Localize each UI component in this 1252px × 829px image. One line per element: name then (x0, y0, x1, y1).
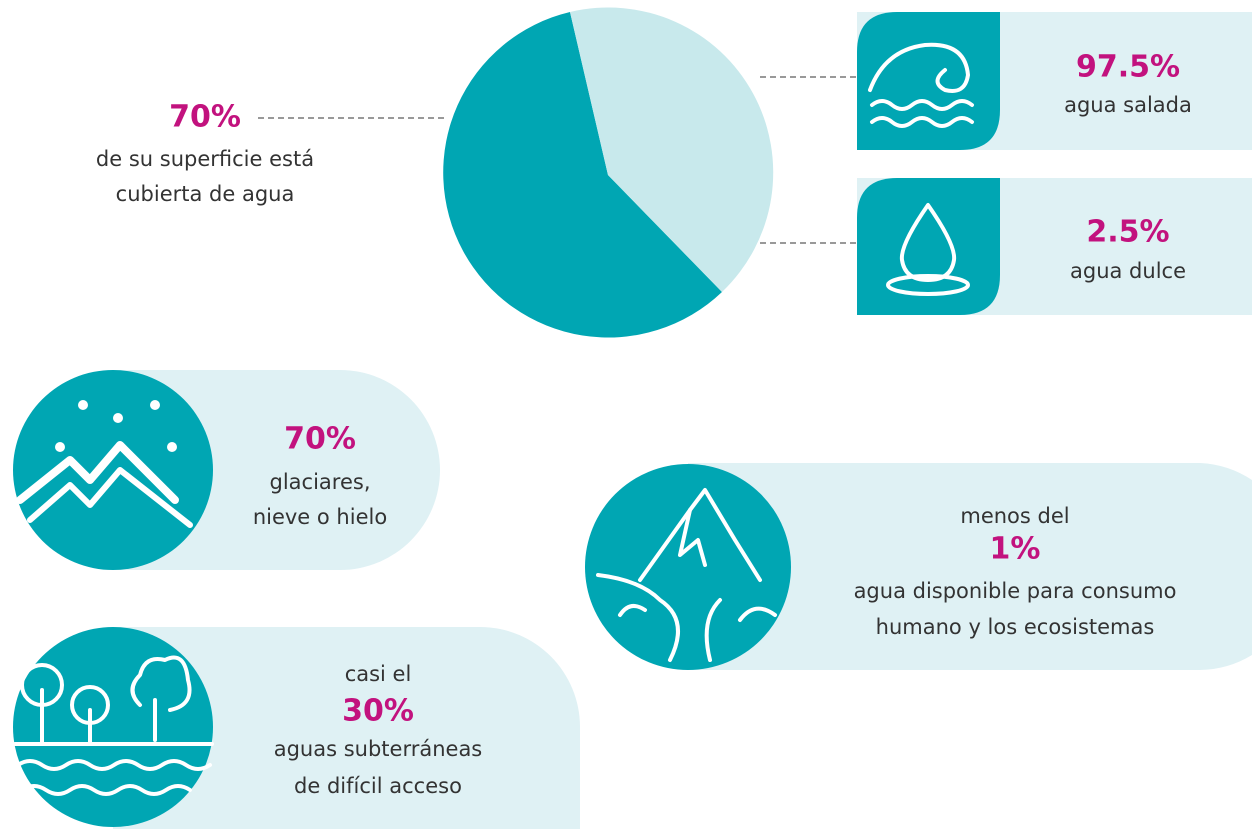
available-text: humano y los ecosistemas (876, 615, 1155, 639)
ground-text: de difícil acceso (294, 774, 462, 798)
available-text: agua disponible para consumo (854, 579, 1177, 603)
snow (55, 400, 177, 452)
glaciers-percent: 70% (284, 422, 356, 457)
icon-bg (857, 12, 1000, 150)
ground-percent: 30% (342, 694, 414, 729)
available-percent: 1% (990, 532, 1041, 567)
icon-bg (13, 627, 213, 827)
drop-icon (886, 203, 970, 296)
glaciers-text: glaciares, (270, 470, 371, 494)
surface-text: cubierta de agua (116, 182, 295, 206)
pie-salt (443, 12, 722, 338)
surface-text: de su superficie está (96, 147, 314, 171)
fresh-label: agua dulce (1070, 259, 1186, 283)
salt-label: agua salada (1064, 93, 1192, 117)
trees-icon (13, 655, 214, 796)
pie-fresh (570, 7, 774, 292)
available-text: menos del (960, 504, 1069, 528)
pill (688, 463, 1252, 670)
salt-percent: 97.5% (1076, 50, 1180, 85)
surface-percent: 70% (169, 100, 241, 135)
ground-text: casi el (345, 662, 412, 686)
ground-text: aguas subterráneas (274, 737, 483, 761)
icon-bg (13, 370, 213, 570)
river-icon (596, 488, 777, 662)
glaciers-text: nieve o hielo (253, 505, 387, 529)
fresh-percent: 2.5% (1086, 215, 1169, 250)
pill (113, 627, 580, 829)
icon-bg (585, 464, 791, 670)
mountain-icon (16, 441, 193, 528)
wave-icon (868, 42, 974, 128)
